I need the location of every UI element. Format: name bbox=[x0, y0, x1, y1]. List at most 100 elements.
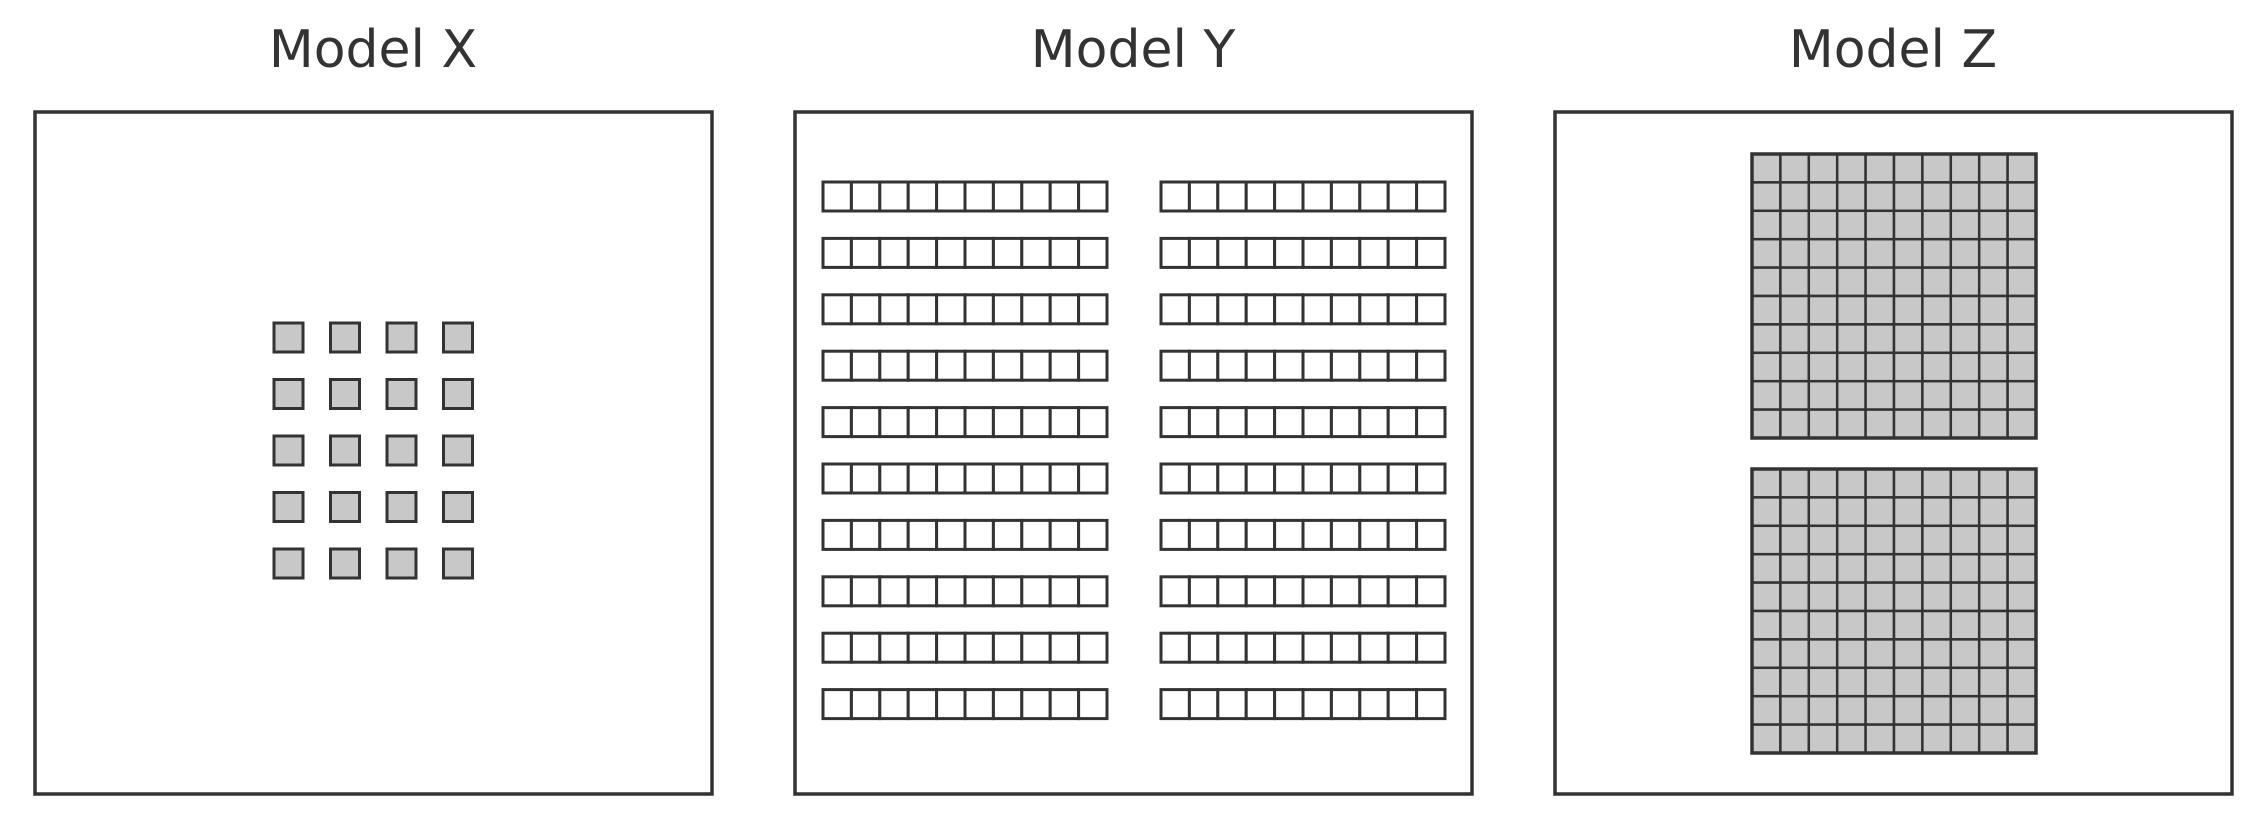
panel-model-x: Model X bbox=[33, 20, 714, 796]
grid-cell bbox=[1329, 462, 1362, 495]
grid-cell bbox=[1835, 209, 1867, 241]
grid-cell bbox=[1835, 351, 1867, 383]
grid-cell bbox=[1077, 462, 1109, 495]
grid-cell bbox=[1273, 688, 1305, 721]
grid-cell bbox=[1779, 552, 1811, 584]
grid-cell bbox=[1216, 462, 1248, 495]
grid-cell bbox=[935, 462, 967, 495]
grid-cell bbox=[849, 180, 882, 213]
grid-cell bbox=[1048, 293, 1081, 326]
grid-cell bbox=[1779, 496, 1811, 528]
grid-cell bbox=[1921, 467, 1953, 499]
grid-cell bbox=[1358, 518, 1390, 551]
grid-cell bbox=[2006, 581, 2038, 613]
grid-cell bbox=[1244, 236, 1277, 269]
grid-cell bbox=[1892, 323, 1924, 355]
grid-cell bbox=[1750, 181, 1782, 213]
grid-cell bbox=[1048, 518, 1081, 551]
grid-cell bbox=[1977, 152, 2009, 184]
grid-cell bbox=[1216, 180, 1248, 213]
grid-cell bbox=[1301, 406, 1333, 439]
grid-cell bbox=[1921, 496, 1953, 528]
grid-cell bbox=[1921, 152, 1953, 184]
grid-cell bbox=[2006, 467, 2038, 499]
grid-cell bbox=[1921, 694, 1953, 726]
grid-cell bbox=[1892, 467, 1924, 499]
grid-cell bbox=[963, 293, 995, 326]
grid-cell bbox=[1977, 181, 2009, 213]
grid-cell bbox=[385, 547, 418, 580]
grid-cell bbox=[1329, 631, 1362, 664]
grid-cell bbox=[1077, 688, 1109, 721]
grid-cell bbox=[1835, 694, 1867, 726]
grid-cell bbox=[1244, 180, 1277, 213]
grid-cell bbox=[1244, 518, 1277, 551]
grid-cell bbox=[329, 434, 361, 467]
grid-cell bbox=[1750, 581, 1782, 613]
grid-cell bbox=[1977, 666, 2009, 698]
grid-cell bbox=[1779, 209, 1811, 241]
grid-cell bbox=[442, 547, 474, 580]
grid-cell bbox=[963, 180, 995, 213]
grid-cell bbox=[1077, 293, 1109, 326]
grid-cell bbox=[1301, 518, 1333, 551]
grid-cell bbox=[1864, 638, 1896, 670]
grid-cell bbox=[1949, 723, 1981, 755]
grid-cell bbox=[1864, 209, 1896, 241]
grid-cell bbox=[1750, 323, 1782, 355]
grid-cell bbox=[1892, 524, 1924, 556]
grid-cell bbox=[1977, 723, 2009, 755]
grid-cell bbox=[1892, 237, 1924, 269]
grid-cell bbox=[1921, 209, 1953, 241]
grid-cell bbox=[442, 491, 474, 523]
grid-cell bbox=[1301, 575, 1333, 608]
grid-cell bbox=[1807, 552, 1839, 584]
grid-cell bbox=[1048, 631, 1081, 664]
grid-cell bbox=[1892, 609, 1924, 641]
grid-cell bbox=[963, 462, 995, 495]
grid-cell bbox=[1750, 408, 1782, 440]
grid-cell bbox=[1358, 406, 1390, 439]
grid-cell bbox=[1977, 294, 2009, 326]
grid-cell bbox=[1864, 237, 1896, 269]
grid-cell bbox=[1020, 575, 1052, 608]
grid-cell bbox=[1835, 379, 1867, 411]
panel-model-z: Model Z bbox=[1553, 20, 2234, 796]
grid-cell bbox=[1977, 351, 2009, 383]
grid-cell bbox=[906, 688, 939, 721]
grid-cell bbox=[1779, 467, 1811, 499]
grid-cell bbox=[1892, 552, 1924, 584]
grid-cell bbox=[1892, 209, 1924, 241]
grid-cell bbox=[1187, 293, 1220, 326]
grid-cell bbox=[1216, 406, 1248, 439]
grid-cell bbox=[1807, 496, 1839, 528]
grid-cell bbox=[1921, 581, 1953, 613]
grid-cell bbox=[935, 406, 967, 439]
grid-cell bbox=[1807, 266, 1839, 298]
grid-cell bbox=[1048, 349, 1081, 382]
grid-cell bbox=[821, 236, 853, 269]
grid-cell bbox=[1949, 237, 1981, 269]
grid-cell bbox=[442, 434, 474, 467]
grid-cell bbox=[991, 293, 1024, 326]
grid-cell bbox=[2006, 408, 2038, 440]
grid-cell bbox=[1159, 631, 1191, 664]
grid-cell bbox=[1329, 518, 1362, 551]
grid-cell bbox=[1779, 237, 1811, 269]
grid-cell bbox=[1949, 581, 1981, 613]
cell-group-model-x bbox=[272, 321, 474, 580]
grid-cell bbox=[1329, 236, 1362, 269]
grid-cell bbox=[1779, 638, 1811, 670]
grid-cell bbox=[1892, 694, 1924, 726]
grid-cell bbox=[1807, 323, 1839, 355]
grid-cell bbox=[1949, 467, 1981, 499]
grid-cell bbox=[1159, 688, 1191, 721]
grid-cell bbox=[1358, 349, 1390, 382]
grid-cell bbox=[272, 491, 305, 523]
grid-cell bbox=[2006, 496, 2038, 528]
grid-cell bbox=[1020, 462, 1052, 495]
grid-cell bbox=[1750, 266, 1782, 298]
grid-cell bbox=[1977, 638, 2009, 670]
grid-cell bbox=[1949, 496, 1981, 528]
grid-cell bbox=[1779, 694, 1811, 726]
